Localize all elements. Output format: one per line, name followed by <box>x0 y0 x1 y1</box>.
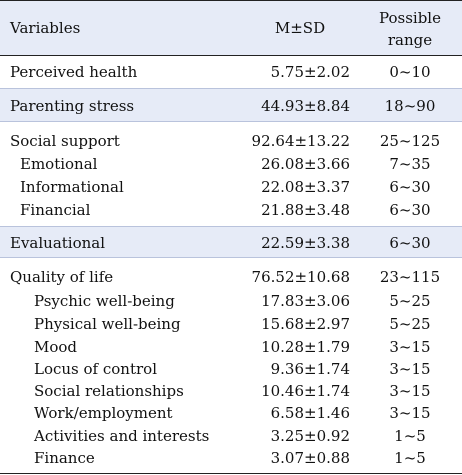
row-range: 18~90 <box>384 97 436 115</box>
table-row: Financial 21.88±3.48 6~30 <box>0 200 462 220</box>
row-label: Emotional <box>20 155 98 173</box>
row-range: 23~115 <box>379 268 441 286</box>
header-range-1: Possible <box>379 9 441 27</box>
header-rule <box>0 55 462 56</box>
table-row: Activities and interests 3.25±0.92 1~5 <box>0 426 462 446</box>
row-msd: 9.36±1.74 <box>270 360 350 378</box>
row-label: Informational <box>20 178 124 196</box>
header-range-2: range <box>387 31 433 49</box>
divider <box>0 257 462 258</box>
row-range: 3~15 <box>389 360 431 378</box>
divider <box>0 88 462 89</box>
row-label: Social relationships <box>34 382 184 400</box>
divider <box>0 226 462 227</box>
row-msd: 10.46±1.74 <box>261 382 350 400</box>
row-label: Finance <box>34 449 95 467</box>
row-msd: 92.64±13.22 <box>251 132 350 150</box>
row-label: Perceived health <box>10 63 138 81</box>
table-row: Parenting stress 44.93±8.84 18~90 <box>0 96 462 116</box>
row-msd: 3.07±0.88 <box>270 449 350 467</box>
row-range: 6~30 <box>389 201 431 219</box>
row-range: 3~15 <box>389 382 431 400</box>
row-label: Locus of control <box>34 360 157 378</box>
header-row: Variables M±SD Possible range <box>0 0 462 55</box>
table-row: Mood 10.28±1.79 3~15 <box>0 337 462 357</box>
table-row: Social relationships 10.46±1.74 3~15 <box>0 381 462 401</box>
table-row: Psychic well-being 17.83±3.06 5~25 <box>0 291 462 311</box>
row-msd: 15.68±2.97 <box>261 315 350 333</box>
row-msd: 6.58±1.46 <box>270 404 350 422</box>
table-row: Quality of life 76.52±10.68 23~115 <box>0 267 462 287</box>
row-label: Social support <box>10 132 120 150</box>
row-msd: 17.83±3.06 <box>261 292 350 310</box>
table-row: Finance 3.07±0.88 1~5 <box>0 448 462 468</box>
row-range: 6~30 <box>389 178 431 196</box>
row-msd: 3.25±0.92 <box>270 427 350 445</box>
row-range: 6~30 <box>389 234 431 252</box>
row-range: 3~15 <box>389 404 431 422</box>
bottom-rule <box>0 473 462 474</box>
row-msd: 26.08±3.66 <box>261 155 350 173</box>
row-msd: 21.88±3.48 <box>261 201 350 219</box>
row-label: Financial <box>20 201 91 219</box>
table-row: Evaluational 22.59±3.38 6~30 <box>0 233 462 253</box>
table-row: Perceived health 5.75±2.02 0~10 <box>0 62 462 82</box>
row-range: 5~25 <box>389 292 431 310</box>
row-range: 1~5 <box>394 427 426 445</box>
table-row: Locus of control 9.36±1.74 3~15 <box>0 359 462 379</box>
table-row: Social support 92.64±13.22 25~125 <box>0 131 462 151</box>
header-variables: Variables <box>10 19 81 37</box>
row-msd: 5.75±2.02 <box>270 63 350 81</box>
row-range: 5~25 <box>389 315 431 333</box>
row-range: 3~15 <box>389 338 431 356</box>
row-label: Work/employment <box>34 404 173 422</box>
row-label: Evaluational <box>10 234 106 252</box>
row-label: Quality of life <box>10 268 114 286</box>
row-msd: 10.28±1.79 <box>261 338 350 356</box>
divider <box>0 121 462 122</box>
row-msd: 22.08±3.37 <box>261 178 350 196</box>
top-rule <box>0 0 462 1</box>
row-band <box>0 89 462 121</box>
row-range: 7~35 <box>389 155 431 173</box>
row-range: 0~10 <box>389 63 431 81</box>
row-msd: 22.59±3.38 <box>261 234 350 252</box>
header-band <box>0 0 462 55</box>
row-range: 1~5 <box>394 449 426 467</box>
row-msd: 44.93±8.84 <box>261 97 350 115</box>
row-label: Activities and interests <box>34 427 210 445</box>
row-label: Parenting stress <box>10 97 135 115</box>
row-label: Psychic well-being <box>34 292 175 310</box>
table-row: Work/employment 6.58±1.46 3~15 <box>0 403 462 423</box>
table-row: Emotional 26.08±3.66 7~35 <box>0 154 462 174</box>
table-row: Physical well-being 15.68±2.97 5~25 <box>0 314 462 334</box>
row-label: Physical well-being <box>34 315 181 333</box>
header-msd: M±SD <box>274 19 326 37</box>
row-range: 25~125 <box>379 132 441 150</box>
table-row: Informational 22.08±3.37 6~30 <box>0 177 462 197</box>
row-band <box>0 227 462 257</box>
row-msd: 76.52±10.68 <box>251 268 350 286</box>
row-label: Mood <box>34 338 78 356</box>
